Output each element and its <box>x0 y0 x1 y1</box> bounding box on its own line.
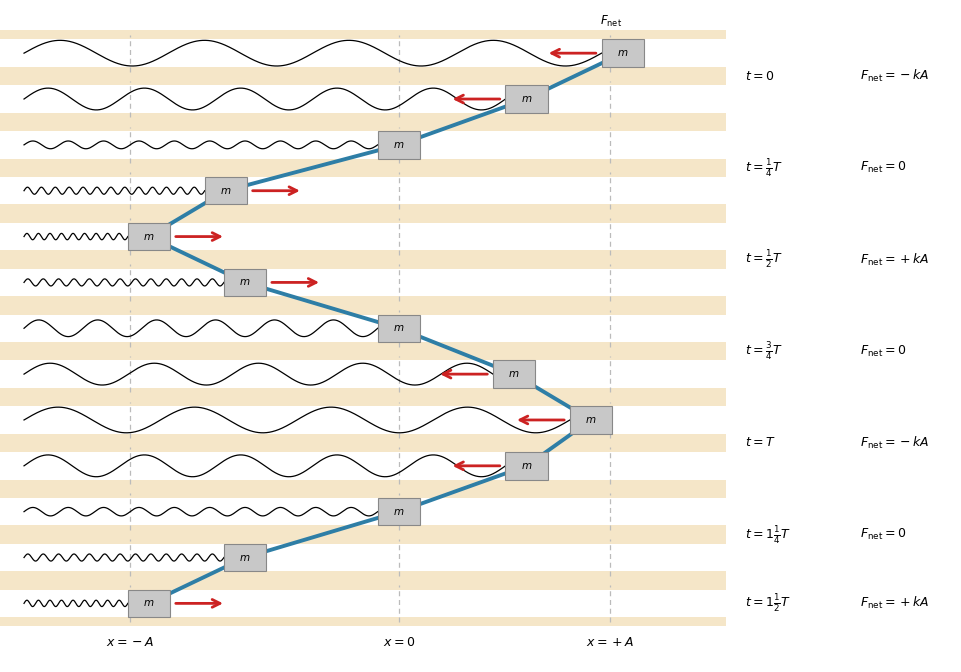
Bar <box>0 67 726 76</box>
Bar <box>0 204 726 214</box>
Text: $m$: $m$ <box>239 552 251 562</box>
Bar <box>0 617 726 626</box>
FancyBboxPatch shape <box>602 40 644 67</box>
Text: $t = 0$: $t = 0$ <box>745 70 775 83</box>
Text: $F_{\mathrm{net}}$: $F_{\mathrm{net}}$ <box>601 14 622 30</box>
FancyBboxPatch shape <box>505 85 548 113</box>
Text: $m$: $m$ <box>585 415 597 425</box>
Text: $t = \frac{1}{2}T$: $t = \frac{1}{2}T$ <box>745 249 782 270</box>
Bar <box>0 535 726 544</box>
Text: $x = -A$: $x = -A$ <box>106 636 154 649</box>
Text: $t = \frac{1}{4}T$: $t = \frac{1}{4}T$ <box>745 157 782 179</box>
FancyBboxPatch shape <box>505 452 548 480</box>
Text: $F_{\mathrm{net}} = 0$: $F_{\mathrm{net}} = 0$ <box>860 343 906 359</box>
Text: $m$: $m$ <box>521 461 532 471</box>
Bar <box>0 159 726 168</box>
Text: $t = \frac{3}{4}T$: $t = \frac{3}{4}T$ <box>745 340 782 362</box>
Text: $m$: $m$ <box>617 48 628 58</box>
Text: $F_{\mathrm{net}} = +kA$: $F_{\mathrm{net}} = +kA$ <box>860 251 929 267</box>
Bar <box>0 388 726 397</box>
FancyBboxPatch shape <box>205 177 247 204</box>
Bar <box>0 76 726 85</box>
Text: $F_{\mathrm{net}} = +kA$: $F_{\mathrm{net}} = +kA$ <box>860 595 929 612</box>
Text: $F_{\mathrm{net}} = 0$: $F_{\mathrm{net}} = 0$ <box>860 160 906 175</box>
Text: $m$: $m$ <box>143 598 155 608</box>
Bar <box>0 433 726 443</box>
Bar <box>0 581 726 589</box>
Bar <box>0 489 726 498</box>
Bar <box>0 351 726 360</box>
Bar <box>0 168 726 177</box>
Text: $m$: $m$ <box>239 278 251 288</box>
Bar <box>0 305 726 314</box>
Bar <box>0 30 726 40</box>
Bar <box>0 296 726 305</box>
Text: $F_{\mathrm{net}} = -kA$: $F_{\mathrm{net}} = -kA$ <box>860 435 929 451</box>
FancyBboxPatch shape <box>378 131 420 159</box>
FancyBboxPatch shape <box>224 544 266 571</box>
Text: $t = 1\frac{1}{4}T$: $t = 1\frac{1}{4}T$ <box>745 523 791 546</box>
Bar <box>0 480 726 489</box>
Bar <box>0 251 726 259</box>
Text: $m$: $m$ <box>393 323 405 333</box>
Text: $m$: $m$ <box>393 140 405 150</box>
Text: $t = T$: $t = T$ <box>745 436 776 450</box>
Text: $F_{\mathrm{net}} = -kA$: $F_{\mathrm{net}} = -kA$ <box>860 68 929 84</box>
FancyBboxPatch shape <box>378 314 420 342</box>
FancyBboxPatch shape <box>128 589 170 617</box>
Text: $m$: $m$ <box>393 507 405 517</box>
Text: $x = 0$: $x = 0$ <box>382 636 415 649</box>
Bar <box>0 443 726 452</box>
Bar <box>0 571 726 581</box>
Text: $m$: $m$ <box>521 94 532 104</box>
Text: $m$: $m$ <box>143 232 155 241</box>
FancyBboxPatch shape <box>570 406 612 433</box>
Text: $F_{\mathrm{net}} = 0$: $F_{\mathrm{net}} = 0$ <box>860 527 906 542</box>
FancyBboxPatch shape <box>128 223 170 251</box>
FancyBboxPatch shape <box>224 269 266 296</box>
Bar <box>0 397 726 406</box>
Bar <box>0 259 726 269</box>
Bar <box>0 214 726 223</box>
Text: $t = 1\frac{1}{2}T$: $t = 1\frac{1}{2}T$ <box>745 593 791 614</box>
Text: $m$: $m$ <box>508 369 520 379</box>
Bar <box>0 342 726 351</box>
FancyBboxPatch shape <box>378 498 420 526</box>
Bar <box>0 122 726 131</box>
FancyBboxPatch shape <box>493 360 535 388</box>
Text: $m$: $m$ <box>220 185 232 196</box>
Text: $x = +A$: $x = +A$ <box>586 636 634 649</box>
Bar <box>0 113 726 122</box>
Bar <box>0 526 726 535</box>
